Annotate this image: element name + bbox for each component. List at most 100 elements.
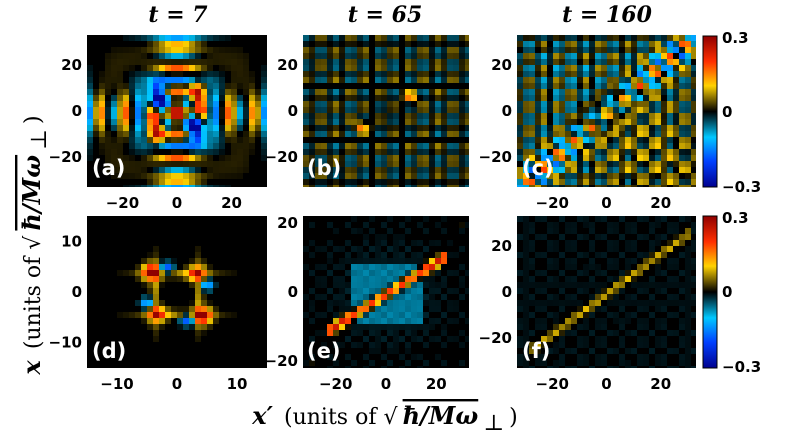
- heatmap-cell: [601, 342, 607, 348]
- heatmap-cell: [309, 306, 315, 312]
- heatmap-cell: [315, 119, 321, 125]
- heatmap-cell: [661, 41, 667, 47]
- heatmap-cell: [339, 300, 345, 306]
- heatmap-cell: [153, 282, 159, 288]
- heatmap-cell: [637, 95, 643, 101]
- heatmap-cell: [375, 47, 381, 53]
- heatmap-cell: [357, 143, 363, 149]
- heatmap-cell: [135, 59, 141, 65]
- heatmap-cell: [387, 185, 393, 187]
- heatmap-cell: [147, 119, 153, 125]
- heatmap-cell: [625, 330, 631, 336]
- heatmap-cell: [189, 65, 195, 71]
- heatmap-cell: [595, 131, 601, 137]
- heatmap-cell: [547, 161, 553, 167]
- heatmap-cell: [667, 282, 673, 288]
- x-axis-label: x′ (units of √ ħ/Mω ⊥ ): [251, 401, 517, 436]
- heatmap-cell: [565, 300, 571, 306]
- heatmap-cell: [405, 47, 411, 53]
- heatmap-cell: [523, 306, 529, 312]
- heatmap-cell: [315, 53, 321, 59]
- heatmap-cell: [303, 101, 309, 107]
- heatmap-cell: [607, 143, 613, 149]
- heatmap-cell: [553, 264, 559, 270]
- panel-label: (a): [92, 156, 125, 180]
- heatmap-cell: [559, 95, 565, 101]
- heatmap-cell: [189, 59, 195, 65]
- heatmap-cell: [99, 119, 105, 125]
- heatmap-cell: [565, 125, 571, 131]
- heatmap-cell: [547, 276, 553, 282]
- heatmap-cell: [601, 53, 607, 59]
- heatmap-cell: [183, 276, 189, 282]
- heatmap-cell: [613, 312, 619, 318]
- heatmap-cell: [571, 366, 577, 368]
- heatmap-cell: [601, 216, 607, 222]
- heatmap-cell: [679, 179, 685, 185]
- heatmap-cell: [357, 173, 363, 179]
- heatmap-cell: [523, 173, 529, 179]
- heatmap-cell: [339, 155, 345, 161]
- heatmap-cell: [517, 270, 523, 276]
- heatmap-cell: [141, 119, 147, 125]
- heatmap-cell: [243, 149, 249, 155]
- heatmap-cell: [165, 53, 171, 59]
- heatmap-cell: [159, 89, 165, 95]
- heatmap-cell: [553, 95, 559, 101]
- heatmap-cell: [619, 216, 625, 222]
- colorbar-top: 0.3 0 −0.3: [702, 29, 761, 196]
- y-axis-sqrt-sign: √: [21, 235, 46, 250]
- heatmap-cell: [315, 246, 321, 252]
- heatmap-cell: [333, 59, 339, 65]
- heatmap-cell: [171, 119, 177, 125]
- heatmap-cell: [363, 366, 369, 368]
- heatmap-cell: [685, 270, 691, 276]
- heatmap-cell: [183, 179, 189, 185]
- heatmap-cell: [691, 101, 696, 107]
- heatmap-cell: [453, 65, 459, 71]
- heatmap-cell: [321, 294, 327, 300]
- heatmap-cell: [417, 173, 423, 179]
- heatmap-cell: [135, 300, 141, 306]
- heatmap-cell: [547, 336, 553, 342]
- heatmap-cell: [261, 89, 267, 95]
- heatmap-cell: [189, 107, 195, 113]
- heatmap-cell: [435, 336, 441, 342]
- heatmap-cell: [655, 264, 661, 270]
- heatmap-cell: [547, 300, 553, 306]
- heatmap-cell: [565, 119, 571, 125]
- heatmap-cell: [423, 53, 429, 59]
- heatmap-cell: [213, 318, 219, 324]
- heatmap-cell: [541, 155, 547, 161]
- heatmap-cell: [315, 101, 321, 107]
- heatmap-cell: [303, 143, 309, 149]
- heatmap-cell: [553, 125, 559, 131]
- heatmap-cell: [667, 143, 673, 149]
- heatmap-cell: [667, 264, 673, 270]
- heatmap-cell: [345, 113, 351, 119]
- heatmap-cell: [429, 35, 435, 41]
- heatmap-cell: [601, 161, 607, 167]
- heatmap-cell: [423, 324, 429, 330]
- heatmap-cell: [601, 71, 607, 77]
- heatmap-cell: [339, 276, 345, 282]
- heatmap-cell: [673, 282, 679, 288]
- heatmap-cell: [231, 95, 237, 101]
- heatmap-cell: [231, 47, 237, 53]
- heatmap-cell: [159, 35, 165, 41]
- heatmap-cell: [207, 65, 213, 71]
- heatmap-cell: [541, 354, 547, 360]
- heatmap-cell: [583, 288, 589, 294]
- heatmap-cell: [685, 95, 691, 101]
- heatmap-cell: [351, 95, 357, 101]
- heatmap-cell: [465, 65, 469, 71]
- heatmap-cell: [195, 282, 201, 288]
- heatmap-cell: [583, 270, 589, 276]
- heatmap-cell: [159, 137, 165, 143]
- heatmap-cell: [393, 95, 399, 101]
- heatmap-cell: [685, 173, 691, 179]
- heatmap-cell: [523, 246, 529, 252]
- heatmap-cell: [123, 161, 129, 167]
- heatmap-cell: [261, 143, 267, 149]
- heatmap-cell: [357, 119, 363, 125]
